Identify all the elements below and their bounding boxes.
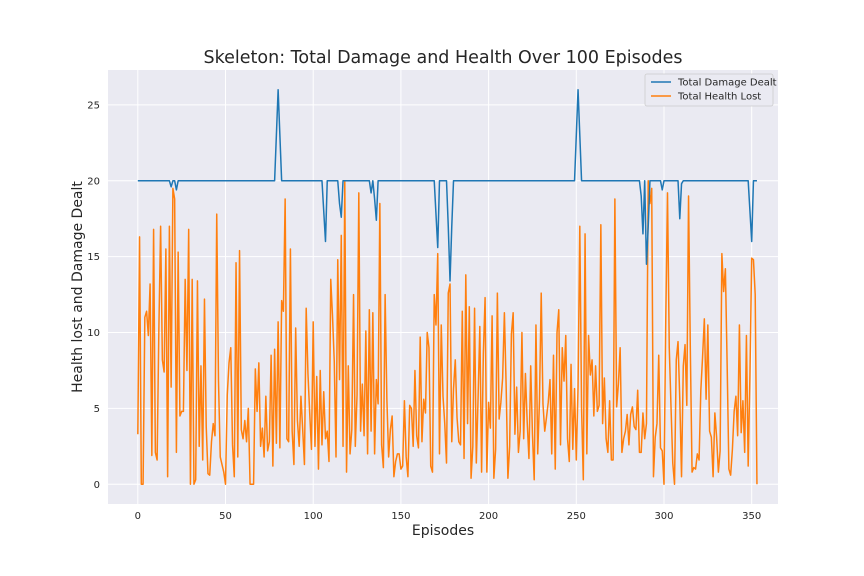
x-tick-label: 350 xyxy=(742,511,761,522)
x-tick-label: 250 xyxy=(567,511,586,522)
y-axis-ticks: 0 5 10 15 20 25 xyxy=(87,100,100,490)
legend-label-health: Total Health Lost xyxy=(677,92,761,103)
y-axis-label: Health lost and Damage Dealt xyxy=(70,181,86,393)
y-tick-label: 15 xyxy=(87,252,100,263)
series-line-health-lost xyxy=(137,180,758,486)
y-tick-label: 20 xyxy=(87,176,100,187)
series-lines xyxy=(137,88,758,486)
x-tick-label: 0 xyxy=(135,511,141,522)
x-axis-label: Episodes xyxy=(412,523,474,539)
y-tick-label: 25 xyxy=(87,100,100,111)
x-tick-label: 300 xyxy=(654,511,673,522)
x-tick-label: 200 xyxy=(479,511,498,522)
legend-label-damage: Total Damage Dealt xyxy=(677,78,777,89)
y-tick-label: 10 xyxy=(87,328,100,339)
legend: Total Damage Dealt Total Health Lost xyxy=(644,73,777,107)
plot-area xyxy=(108,70,778,504)
legend-box xyxy=(644,73,774,107)
series-line-damage-dealt xyxy=(137,88,757,282)
x-tick-label: 150 xyxy=(391,511,410,522)
x-axis-ticks: 0 50 100 150 200 250 300 350 xyxy=(135,511,762,522)
x-tick-label: 50 xyxy=(219,511,232,522)
y-tick-label: 0 xyxy=(94,480,100,491)
x-tick-label: 100 xyxy=(304,511,323,522)
chart-title: Skeleton: Total Damage and Health Over 1… xyxy=(204,48,683,68)
y-tick-label: 5 xyxy=(94,404,100,415)
